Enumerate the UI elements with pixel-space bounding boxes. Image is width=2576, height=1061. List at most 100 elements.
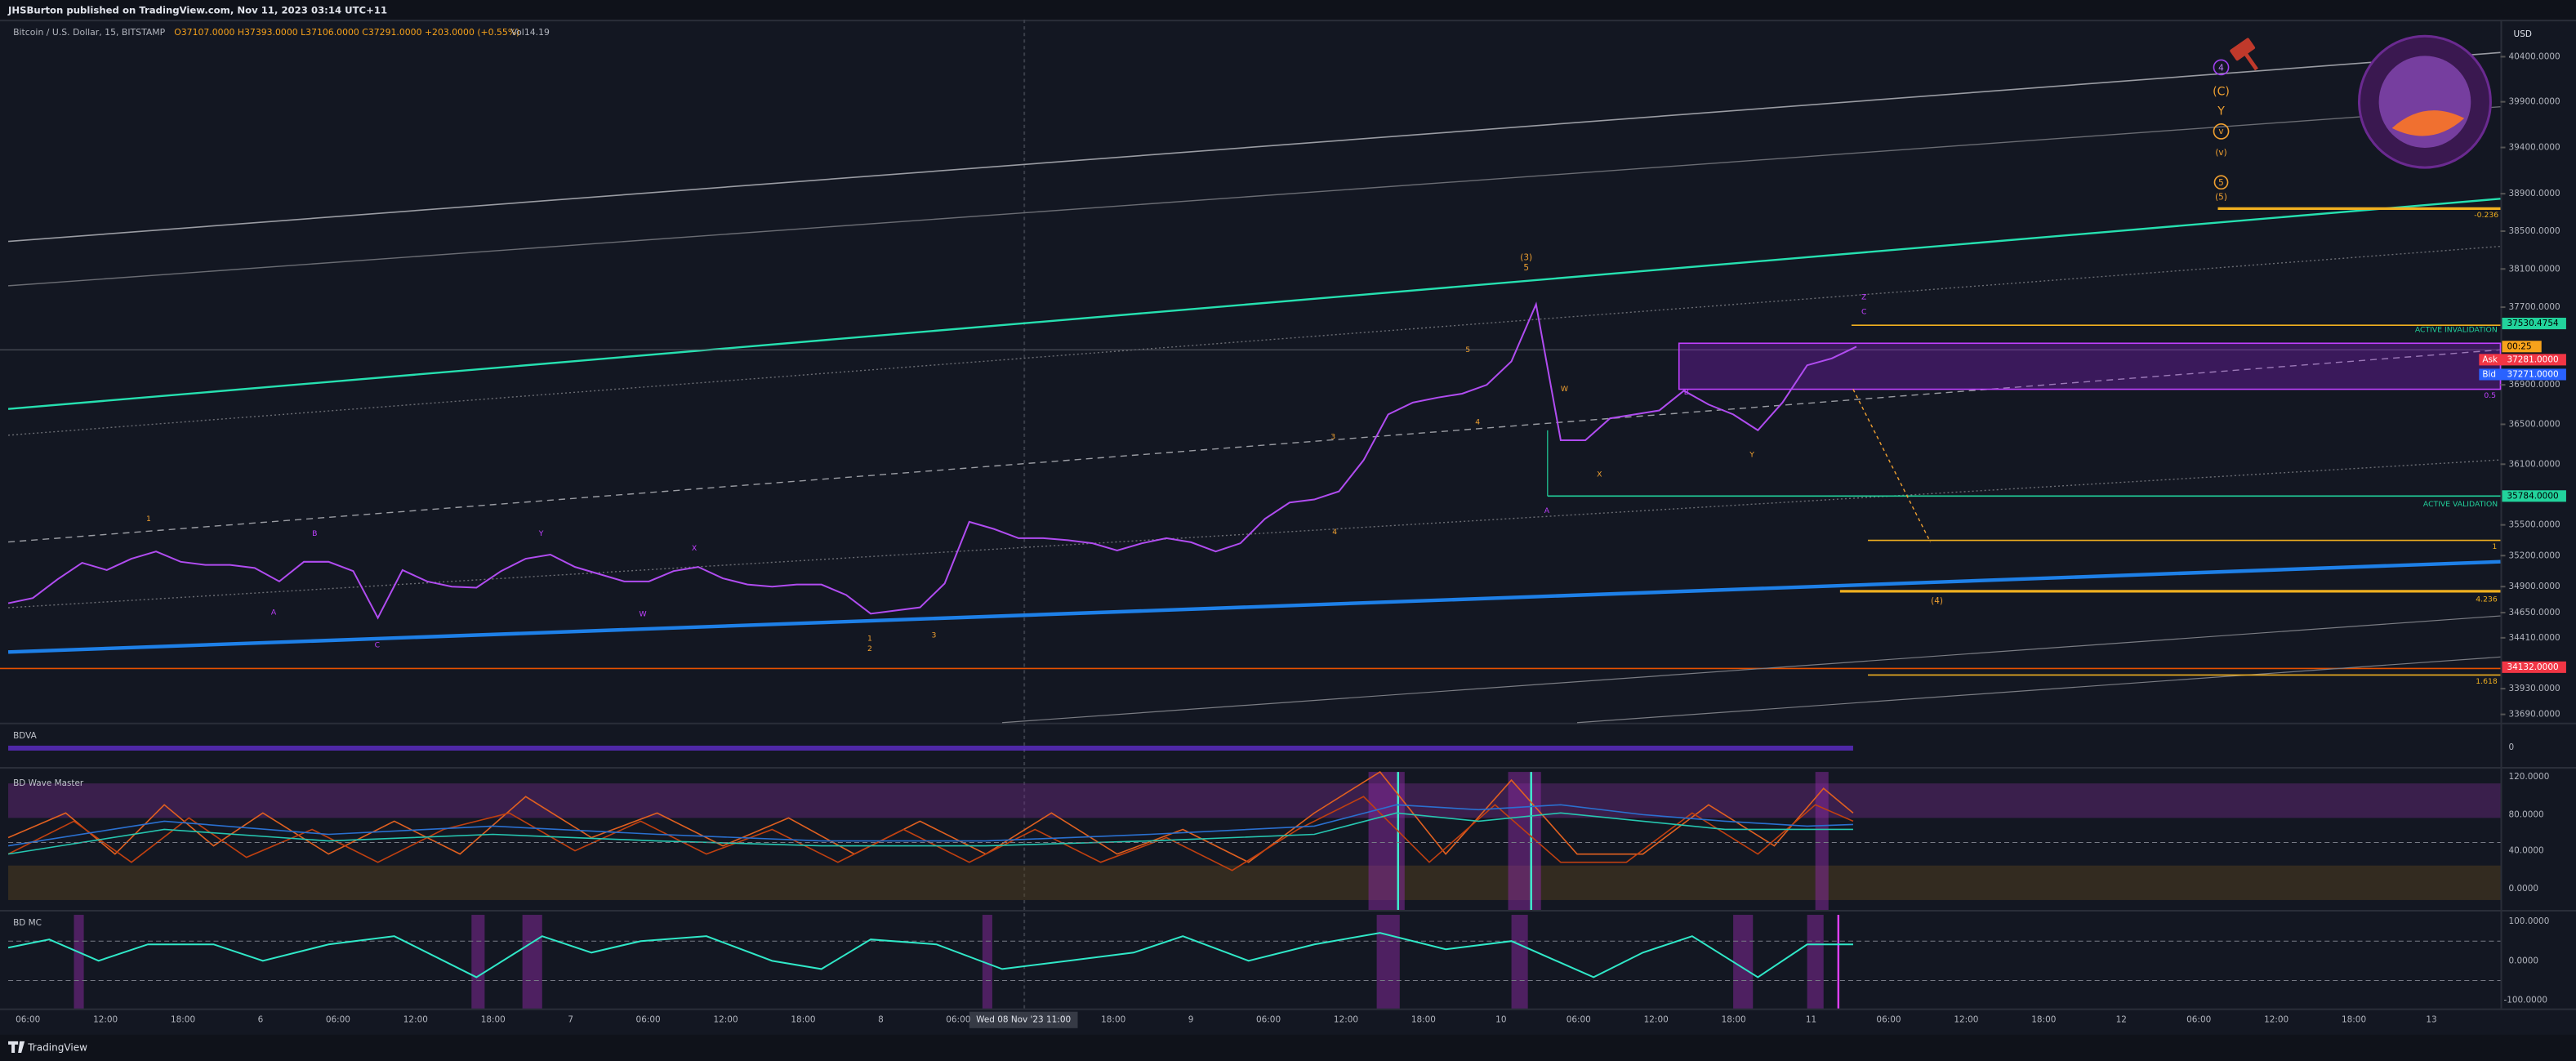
wave-letter: A <box>1544 506 1550 515</box>
quote-value: 37271.0000 <box>2507 369 2559 379</box>
label: 1 <box>2492 542 2497 551</box>
wave-circle <box>2213 175 2229 190</box>
wave-circle <box>2213 123 2230 140</box>
price-tag <box>2502 318 2566 330</box>
x-tick-label: 10 <box>1495 1015 1506 1025</box>
panel-tick: 0.0000 <box>2509 956 2539 965</box>
wave-circle <box>2213 59 2230 76</box>
y-tick-label: 36100.0000 <box>2509 459 2560 469</box>
y-tick-label: 34410.0000 <box>2509 633 2560 643</box>
y-tick-label: 35500.0000 <box>2509 520 2560 530</box>
x-tick-label: 7 <box>568 1015 573 1025</box>
wave-label: 5 <box>1523 263 1529 273</box>
wave-letter: W <box>1561 385 1568 394</box>
wave-letter: X <box>1597 470 1602 479</box>
avatar-art <box>2391 110 2465 136</box>
annotations: ACTIVE INVALIDATION ACTIVE VALIDATION -0… <box>146 59 2498 686</box>
wave-label: v <box>2218 127 2223 136</box>
y-tick-label: 38100.0000 <box>2509 264 2560 274</box>
avatar <box>2357 34 2492 169</box>
panel-title: BD Wave Master <box>13 778 84 788</box>
x-tick-label: 12:00 <box>403 1015 428 1025</box>
panel-tick: 120.0000 <box>2509 772 2550 782</box>
wave-label: (v) <box>2215 148 2226 158</box>
wave-letter: W <box>639 610 646 619</box>
y-tick-label: 34900.0000 <box>2509 582 2560 591</box>
quote-label: Bid <box>2482 369 2496 379</box>
wave-label: (3) <box>1520 253 1532 263</box>
y-tick-label: 33690.0000 <box>2509 710 2560 720</box>
y-tick-label: 36900.0000 <box>2509 380 2560 390</box>
wave-label: (4) <box>1931 596 1943 606</box>
wave-letter: 1 <box>867 635 872 644</box>
y-tick-label: 34650.0000 <box>2509 608 2560 617</box>
x-tick-label: 12:00 <box>2264 1015 2289 1025</box>
x-tick-label: 18:00 <box>171 1015 195 1025</box>
wave-letter: C <box>1861 308 1866 317</box>
price-tag <box>2502 661 2566 673</box>
x-tick-label: 12:00 <box>1644 1015 1669 1025</box>
wave-letter: Y <box>538 529 544 538</box>
x-tick-label: 9 <box>1188 1015 1194 1025</box>
symbol: Bitcoin / U.S. Dollar, 15, BITSTAMP <box>13 27 166 38</box>
volume-band <box>8 745 1853 751</box>
x-tick-label: 13 <box>2426 1015 2436 1025</box>
wave-letter: 4 <box>1475 417 1480 426</box>
panel-tick: 40.0000 <box>2509 846 2544 856</box>
quote-tag <box>2479 368 2566 381</box>
publisher: JHSBurton published on TradingView.com, … <box>7 5 387 16</box>
label: 4.236 <box>2476 595 2498 604</box>
wave-label: 5 <box>2218 178 2224 188</box>
wave-letter: 3 <box>932 631 937 640</box>
ohlc: O37107.0000 H37393.0000 L37106.0000 C372… <box>174 27 519 38</box>
y-tick-label: 39400.0000 <box>2509 143 2560 153</box>
label: 0.5 <box>2484 391 2496 400</box>
cursor-label-bg <box>969 1011 1078 1028</box>
wave-letter: X <box>692 544 697 553</box>
quote-value: 00:25 <box>2507 341 2532 351</box>
x-tick-label: 18:00 <box>791 1015 815 1025</box>
brand: TradingView <box>27 1041 87 1053</box>
mc-line <box>7 932 1853 979</box>
cursor-label: Wed 08 Nov '23 11:00 <box>976 1015 1071 1025</box>
x-tick-label: 12:00 <box>93 1015 118 1025</box>
y-tick-label: 33930.0000 <box>2509 684 2560 693</box>
y-tick-label: 40400.0000 <box>2509 51 2560 61</box>
x-tick-label: 06:00 <box>1567 1015 1591 1025</box>
x-tick-label: 12 <box>2116 1015 2127 1025</box>
x-tick-label: 06:00 <box>636 1015 661 1025</box>
label: ACTIVE VALIDATION <box>2423 500 2498 509</box>
y-tick-label: 38500.0000 <box>2509 226 2560 236</box>
quote-tag <box>2502 341 2542 353</box>
header-bar <box>0 0 2576 20</box>
y-tick-label: 35200.0000 <box>2509 551 2560 560</box>
wave-label: 4 <box>2218 63 2224 73</box>
panel-title: BDVA <box>13 731 37 741</box>
wave-letter: 5 <box>1465 345 1470 354</box>
wave-label: Y <box>2217 105 2225 118</box>
wave-letter: 1 <box>146 515 151 524</box>
currency: USD <box>2514 29 2532 39</box>
y-tick-label: 38900.0000 <box>2509 189 2560 198</box>
x-tick-label: 6 <box>258 1015 264 1025</box>
panel-tick: -100.0000 <box>2503 996 2547 1005</box>
separators <box>0 20 2576 1010</box>
x-tick-label: 06:00 <box>1256 1015 1281 1025</box>
label: ACTIVE INVALIDATION <box>2415 326 2498 335</box>
wave-letter: 2 <box>867 644 872 653</box>
wave-label: (5) <box>2215 192 2227 202</box>
price-line <box>7 301 1857 620</box>
x-tick-label: 12:00 <box>1334 1015 1358 1025</box>
price-tag <box>2502 490 2566 502</box>
logo <box>8 1041 25 1053</box>
wave-letter: Y <box>1749 451 1754 460</box>
panel-tick: 0.0000 <box>2509 884 2539 894</box>
wave-letter: B <box>312 529 317 538</box>
x-tick-label: 12:00 <box>1954 1015 1978 1025</box>
x-tick-label: 18:00 <box>481 1015 506 1025</box>
wave-letter: Z <box>1861 292 1866 301</box>
x-tick-label: 18:00 <box>1722 1015 1746 1025</box>
x-tick-label: 06:00 <box>16 1015 40 1025</box>
